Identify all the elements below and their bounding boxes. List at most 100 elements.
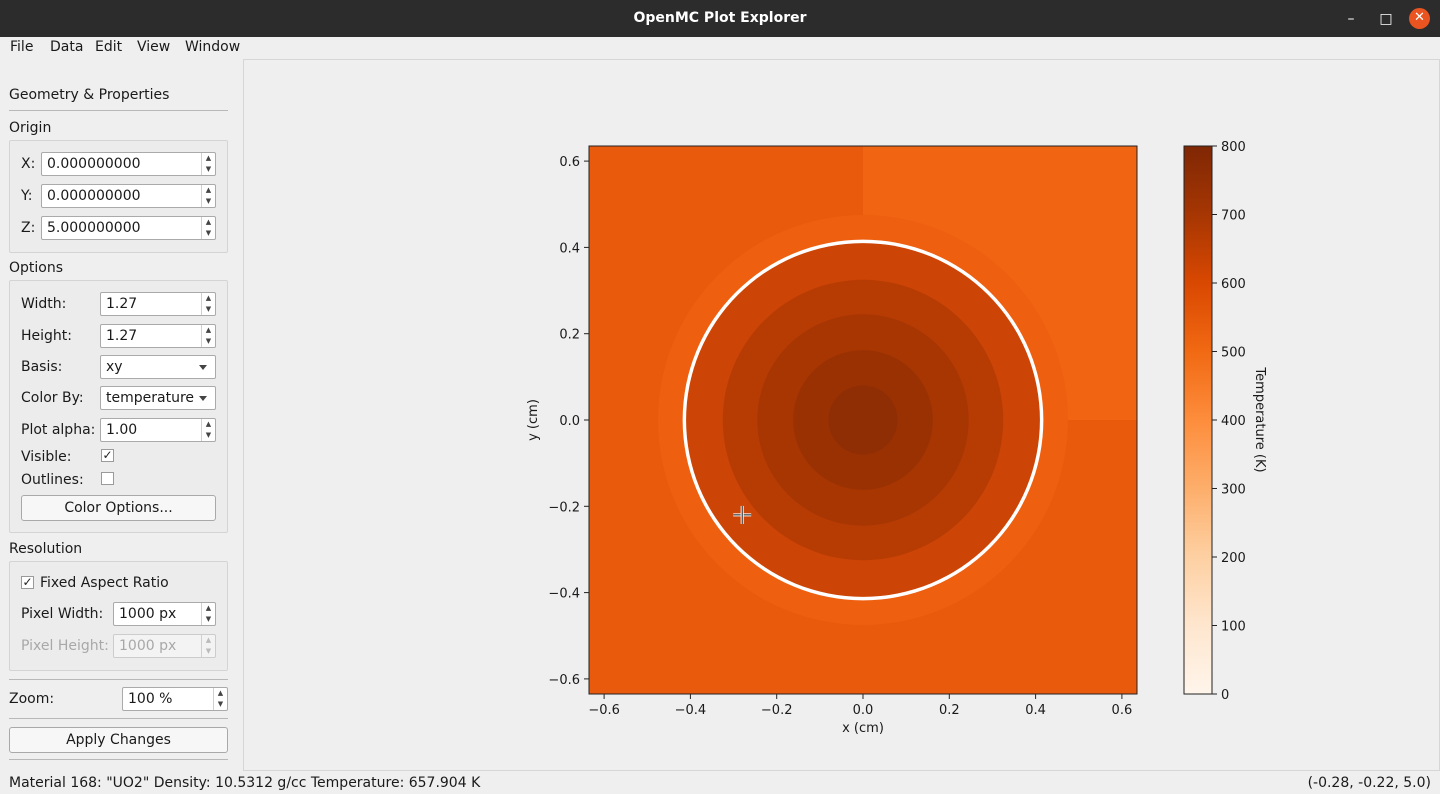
origin-z-input[interactable]: 5.000000000 ▲ ▼ (41, 216, 216, 240)
origin-y-input[interactable]: 0.000000000 ▲ ▼ (41, 184, 216, 208)
sidebar-dock: Geometry & Properties Origin X: 0.000000… (0, 59, 240, 771)
colorbar-tick-label: 800 (1221, 140, 1246, 155)
resolution-group: ✓ Fixed Aspect Ratio Pixel Width: 1000 p… (9, 561, 228, 671)
outlines-checkbox[interactable] (101, 472, 114, 485)
height-input[interactable]: 1.27 ▲ ▼ (100, 324, 216, 348)
x-tick-label: 0.2 (939, 703, 960, 718)
spin-arrows-icon[interactable]: ▲ ▼ (201, 153, 215, 175)
colorbar-tick-label: 300 (1221, 483, 1246, 498)
y-tick-label: 0.2 (559, 328, 580, 343)
title-bar: OpenMC Plot Explorer – □ ✕ (0, 0, 1440, 37)
spin-arrows-icon[interactable]: ▲ ▼ (213, 688, 227, 710)
spin-arrows-icon[interactable]: ▲ ▼ (201, 293, 215, 315)
spin-arrows-icon[interactable]: ▲ ▼ (201, 185, 215, 207)
x-tick-label: −0.2 (761, 703, 793, 718)
colorbar-tick-label: 200 (1221, 551, 1246, 566)
pixel-width-label: Pixel Width: (21, 606, 104, 622)
height-label: Height: (21, 328, 72, 344)
width-value: 1.27 (106, 296, 138, 312)
plot-figure[interactable]: −0.6 −0.4 −0.2 0.0 0.2 0.4 0.6 0.6 0.4 0.2 0.0 −0.… (244, 60, 1439, 770)
spin-arrows-icon[interactable]: ▲ ▼ (201, 217, 215, 239)
origin-x-input[interactable]: 0.000000000 ▲ ▼ (41, 152, 216, 176)
spin-arrows-icon[interactable]: ▲ ▼ (201, 419, 215, 441)
chevron-down-icon (199, 396, 207, 401)
y-axis-label: y (cm) (526, 399, 541, 441)
menu-file[interactable]: File (10, 39, 34, 55)
colorbar (1183, 145, 1213, 695)
zoom-input[interactable]: 100 % ▲ ▼ (122, 687, 228, 711)
y-tick-label: −0.4 (548, 587, 580, 602)
window-title: OpenMC Plot Explorer (633, 10, 807, 26)
width-input[interactable]: 1.27 ▲ ▼ (100, 292, 216, 316)
resolution-title: Resolution (9, 541, 83, 557)
status-bar: Material 168: "UO2" Density: 10.5312 g/c… (0, 771, 1440, 794)
pixel-height-value: 1000 px (119, 638, 177, 654)
menu-view[interactable]: View (137, 39, 171, 55)
origin-x-label: X: (21, 156, 36, 172)
colorbar-tick-label: 100 (1221, 620, 1246, 635)
origin-z-label: Z: (21, 220, 36, 236)
pixel-width-input[interactable]: 1000 px ▲ ▼ (113, 602, 216, 626)
y-tick-label: −0.6 (548, 673, 580, 688)
apply-changes-button[interactable]: Apply Changes (9, 727, 228, 753)
x-tick-label: −0.4 (675, 703, 707, 718)
colorbar-label: Temperature (K) (1252, 366, 1267, 472)
fixed-aspect-checkbox[interactable]: ✓ (21, 575, 34, 589)
minimize-button[interactable]: – (1347, 11, 1355, 27)
zoom-label: Zoom: (9, 691, 55, 707)
y-tick-label: 0.0 (559, 414, 580, 429)
color-options-button[interactable]: Color Options... (21, 495, 216, 521)
basis-value: xy (106, 359, 123, 375)
x-tick-label: 0.6 (1112, 703, 1133, 718)
colorbar-tick-label: 600 (1221, 277, 1246, 292)
origin-z-value: 5.000000000 (47, 220, 141, 236)
origin-y-label: Y: (21, 188, 33, 204)
plot-canvas-area[interactable]: −0.6 −0.4 −0.2 0.0 0.2 0.4 0.6 0.6 0.4 0.2 0.0 −0.… (243, 59, 1440, 771)
y-tick-label: −0.2 (548, 500, 580, 515)
colorbar-ticks: 800 700 600 500 400 300 200 100 0 (1212, 140, 1246, 703)
status-coords: (-0.28, -0.22, 5.0) (1307, 775, 1431, 791)
x-tick-label: 0.0 (853, 703, 874, 718)
alpha-input[interactable]: 1.00 ▲ ▼ (100, 418, 216, 442)
maximize-button[interactable]: □ (1379, 11, 1393, 27)
origin-x-value: 0.000000000 (47, 156, 141, 172)
origin-group: X: 0.000000000 ▲ ▼ Y: 0.000000000 ▲ ▼ Z: 5.0… (9, 140, 228, 253)
heatmap-region-8 (828, 385, 898, 455)
visible-checkbox[interactable]: ✓ (101, 448, 114, 462)
menu-window[interactable]: Window (185, 39, 241, 55)
x-axis-label: x (cm) (842, 721, 884, 736)
pixel-height-input: 1000 px ▲ ▼ (113, 634, 216, 658)
outlines-label: Outlines: (21, 472, 84, 488)
close-button[interactable]: ✕ (1409, 8, 1430, 29)
pixel-height-label: Pixel Height: (21, 638, 109, 654)
geometry-properties-header: Geometry & Properties (9, 87, 170, 103)
basis-label: Basis: (21, 359, 63, 375)
zoom-value: 100 % (128, 691, 173, 707)
x-axis: −0.6 −0.4 −0.2 0.0 0.2 0.4 0.6 (588, 694, 1132, 718)
divider (9, 110, 228, 111)
menu-edit[interactable]: Edit (95, 39, 123, 55)
colorbar-tick-label: 0 (1221, 688, 1229, 703)
height-value: 1.27 (106, 328, 138, 344)
width-label: Width: (21, 296, 67, 312)
colorby-select[interactable]: temperature (100, 386, 216, 410)
spin-arrows-icon[interactable]: ▲ ▼ (201, 603, 215, 625)
fixed-aspect-label[interactable]: Fixed Aspect Ratio (40, 575, 169, 591)
divider (9, 718, 228, 719)
menu-data[interactable]: Data (50, 39, 84, 55)
chevron-down-icon (199, 365, 207, 370)
heatmap-layer (589, 146, 1137, 694)
origin-y-value: 0.000000000 (47, 188, 141, 204)
visible-label: Visible: (21, 449, 72, 465)
colorby-value: temperature (106, 390, 194, 406)
alpha-value: 1.00 (106, 422, 138, 438)
colorbar-tick-label: 400 (1221, 414, 1246, 429)
y-tick-label: 0.6 (559, 155, 580, 170)
options-group: Width: 1.27 ▲ ▼ Height: 1.27 ▲ ▼ Basis: xy C… (9, 280, 228, 533)
x-tick-label: 0.4 (1025, 703, 1046, 718)
spin-arrows-icon[interactable]: ▲ ▼ (201, 325, 215, 347)
x-tick-label: −0.6 (588, 703, 620, 718)
divider (9, 759, 228, 760)
basis-select[interactable]: xy (100, 355, 216, 379)
origin-title: Origin (9, 120, 52, 136)
